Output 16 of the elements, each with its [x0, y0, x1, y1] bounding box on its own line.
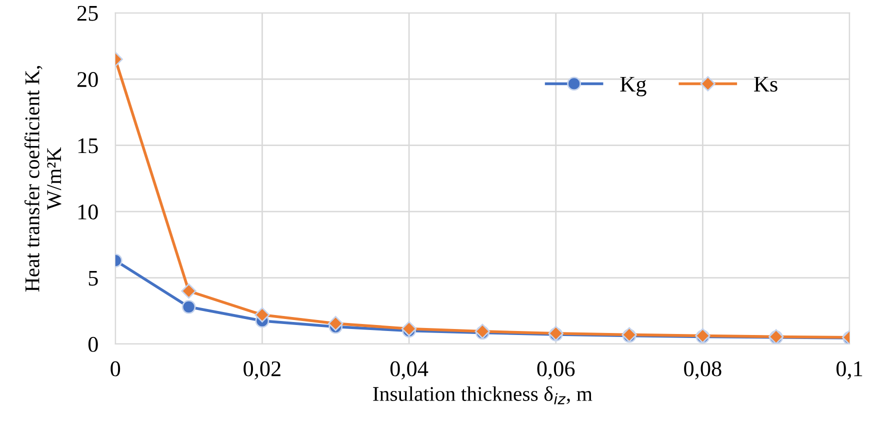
legend-label: Ks: [754, 76, 778, 92]
x-tick-label: 0: [110, 361, 120, 376]
legend-label: Kg: [620, 76, 646, 96]
y-tick-label: 20: [77, 72, 98, 88]
y-tick-label: 5: [88, 270, 98, 286]
y-axis-title: Heat transfer coefficient K, W/m²K: [24, 66, 62, 292]
x-axis-title: Insulation thickness δ$_{iz}$, m: [373, 386, 592, 404]
x-tick-label: 0,08: [684, 361, 722, 380]
x-tick-label: 0,1: [836, 361, 862, 380]
y-tick-label: 0: [88, 336, 98, 352]
y-tick-label: 10: [78, 204, 98, 220]
x-tick-label: 0,04: [390, 361, 428, 380]
x-tick-label: 0,06: [537, 361, 575, 380]
x-tick-label: 0,02: [244, 361, 280, 380]
y-tick-label: 15: [78, 138, 98, 154]
y-tick-label: 25: [77, 6, 98, 21]
